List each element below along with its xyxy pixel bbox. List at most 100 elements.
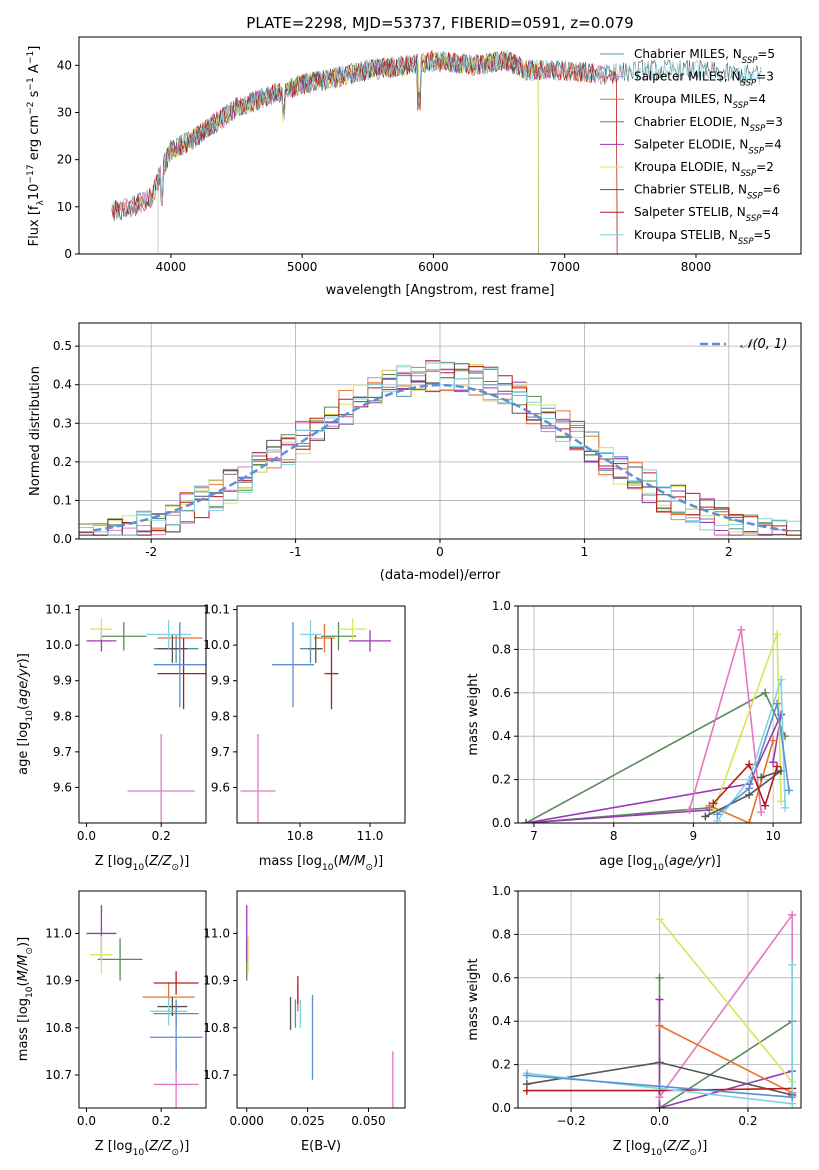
x-tick-label: 0.0 — [77, 1114, 96, 1128]
y-tick-label: 0.6 — [492, 971, 511, 985]
weight-marker — [788, 1093, 797, 1102]
legend-label: Chabrier STELIB, NSSP=6 — [634, 183, 780, 202]
y-tick-label: 0.6 — [492, 686, 511, 700]
weight-line — [525, 691, 786, 823]
y-tick-label: 0.8 — [492, 927, 511, 941]
x-tick-label: -2 — [145, 545, 157, 559]
y-tick-label: 10.1 — [45, 603, 72, 617]
plot-area — [522, 910, 797, 1108]
y-tick-label: 1.0 — [492, 599, 511, 613]
legend-label: Salpeter STELIB, NSSP=4 — [634, 205, 779, 224]
legend-label: Chabrier ELODIE, NSSP=3 — [634, 115, 783, 134]
weight-marker — [788, 910, 797, 919]
x-axis-label: mass [log10(M/M⊙)] — [259, 854, 383, 873]
legend-label: 𝒩(0, 1) — [740, 337, 787, 352]
spectrum-line — [157, 51, 539, 254]
weight-marker — [757, 808, 766, 817]
x-tick-label: 8 — [610, 829, 618, 843]
weight-marker — [737, 625, 746, 634]
x-tick-label: 8000 — [681, 260, 712, 274]
x-tick-label: 0.025 — [290, 1114, 324, 1128]
y-tick-label: 9.8 — [211, 709, 230, 723]
y-tick-label: 0.2 — [492, 1058, 511, 1072]
spectrum-line — [111, 52, 618, 254]
weight-marker — [757, 773, 766, 782]
histogram-step — [79, 361, 801, 536]
plot-area — [521, 625, 794, 823]
legend-label: Kroupa ELODIE, NSSP=2 — [634, 160, 774, 179]
x-tick-label: 10 — [765, 829, 780, 843]
panel-residuals: -2 -1 0 1 2 0.0 0.1 0.2 0.3 0.4 0.5 𝒩(0, 1) (data-mo… — [28, 322, 802, 583]
plot-area — [111, 49, 762, 254]
axes-frame — [517, 605, 802, 824]
weight-marker — [777, 675, 786, 684]
y-axis-label: mass weight — [466, 673, 481, 755]
legend-label: Kroupa STELIB, NSSP=5 — [634, 228, 771, 247]
figure-title: PLATE=2298, MJD=53737, FIBERID=0591, z=0… — [246, 14, 633, 32]
y-tick-label: 10.9 — [203, 974, 230, 988]
x-axis-label: Z [log10(Z/Z⊙)] — [95, 854, 190, 873]
weight-marker — [781, 803, 790, 812]
axes-frame — [78, 890, 207, 1109]
y-tick-label: 0 — [64, 247, 72, 261]
weight-marker — [713, 810, 722, 819]
panel-weight_vs_Z: −0.2 0.0 0.2 0.0 0.2 0.4 0.6 0.8 1.0 Z [log10(Z/Z… — [466, 884, 802, 1158]
weight-line — [658, 912, 794, 1098]
x-tick-label: -1 — [290, 545, 302, 559]
x-tick-label: 4000 — [156, 260, 187, 274]
y-tick-label: 10.0 — [203, 638, 230, 652]
y-tick-label: 10.0 — [45, 638, 72, 652]
x-axis-label: Z [log10(Z/Z⊙)] — [613, 1139, 708, 1158]
y-tick-label: 0.0 — [492, 816, 511, 830]
y-axis-label: mass [log10(M/M⊙)] — [16, 937, 35, 1061]
weight-marker — [745, 784, 754, 793]
y-tick-label: 11.0 — [203, 926, 230, 940]
y-tick-label: 0.5 — [53, 339, 72, 353]
panel-age_vs_Z: 0.0 0.2 9.6 9.7 9.8 9.9 10.0 10.1 Z [log10(Z/Z⊙)… — [16, 603, 207, 873]
x-tick-label: −0.2 — [556, 1114, 585, 1128]
weight-marker — [761, 688, 770, 697]
x-tick-label: 7 — [530, 829, 538, 843]
y-tick-label: 0.2 — [53, 455, 72, 469]
x-tick-label: 7000 — [549, 260, 580, 274]
axes-frame — [78, 605, 207, 824]
x-tick-label: 0.000 — [230, 1114, 264, 1128]
x-tick-label: 10.8 — [287, 829, 314, 843]
x-axis-label: wavelength [Angstrom, rest frame] — [326, 283, 555, 298]
weight-marker — [769, 758, 778, 767]
panel-mass_vs_Z: 0.0 0.2 10.7 10.8 10.9 11.0 Z [log10(Z/Z⊙)] mas… — [16, 890, 207, 1158]
weight-marker — [655, 1021, 664, 1030]
y-tick-label: 9.7 — [53, 745, 72, 759]
plot-area — [86, 618, 206, 823]
weight-marker — [709, 799, 718, 808]
weight-line — [712, 762, 778, 809]
y-axis-label: age [log10(age/yr)] — [16, 653, 35, 775]
spectrum-line — [111, 49, 762, 220]
legend-label: Salpeter ELODIE, NSSP=4 — [634, 137, 782, 156]
x-tick-label: 0 — [436, 545, 444, 559]
plot-area — [79, 360, 801, 536]
y-tick-label: 10.7 — [45, 1068, 72, 1082]
weight-marker — [773, 699, 782, 708]
y-axis-label: Flux [fλ10−17 erg cm−2 s−1 A−1] — [26, 46, 46, 247]
x-tick-label: 0.2 — [152, 1114, 171, 1128]
spectrum-line — [111, 50, 618, 254]
y-tick-label: 9.9 — [211, 674, 230, 688]
weight-line — [716, 703, 790, 815]
weight-marker — [761, 801, 770, 810]
x-axis-label: Z [log10(Z/Z⊙)] — [95, 1139, 190, 1158]
x-tick-label: 1 — [581, 545, 589, 559]
weight-marker — [785, 786, 794, 795]
y-tick-label: 9.6 — [53, 780, 72, 794]
x-tick-label: 6000 — [418, 260, 449, 274]
y-axis-label: Normed distribution — [28, 366, 43, 496]
spectrum-line — [111, 50, 618, 254]
panel-weight_vs_age: 7 8 9 10 0.0 0.2 0.4 0.6 0.8 1.0 age [log10(age/yr… — [466, 599, 802, 873]
x-axis-label: (data-model)/error — [380, 568, 501, 583]
weight-marker — [745, 760, 754, 769]
weight-marker — [773, 630, 782, 639]
x-tick-label: 0.050 — [351, 1114, 385, 1128]
weight-line — [708, 740, 774, 823]
y-axis-label: mass weight — [466, 958, 481, 1040]
y-tick-label: 0.4 — [492, 729, 511, 743]
